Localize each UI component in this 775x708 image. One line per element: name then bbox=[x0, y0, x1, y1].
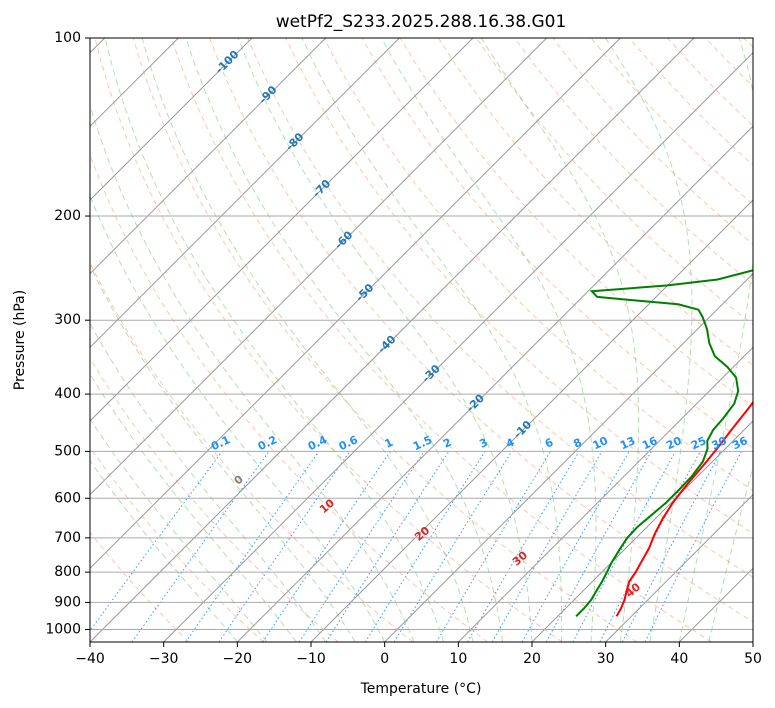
dry-adiabat-line bbox=[399, 38, 753, 408]
isotherm-line bbox=[90, 38, 327, 275]
moist-adiabat-line bbox=[90, 459, 238, 642]
sounding-series bbox=[575, 269, 753, 618]
moist-adiabat-line bbox=[141, 38, 474, 642]
mixing-ratio-line bbox=[325, 451, 450, 642]
mixing-ratio-line bbox=[262, 451, 391, 642]
moist-adiabat-line bbox=[380, 38, 597, 642]
dry-adiabat-line bbox=[247, 38, 753, 578]
moist-adiabat-line bbox=[90, 322, 327, 642]
dry-adiabat-line bbox=[132, 38, 638, 642]
isotherm-line bbox=[605, 493, 753, 642]
mixing-ratio-line bbox=[621, 451, 722, 642]
gridlines bbox=[90, 38, 753, 642]
isotherm-line bbox=[90, 38, 474, 422]
axis-ticks: −40 −30 −20 −10 0 10 20 30 40 50 100 200 300 400 500 60… bbox=[45, 30, 762, 667]
mixing-ratio-line bbox=[218, 451, 351, 642]
moist-adiabat-line bbox=[678, 38, 753, 642]
mixing-ratio-line bbox=[572, 451, 676, 642]
y-tick-label: 100 bbox=[54, 30, 81, 46]
y-tick-label: 600 bbox=[54, 490, 81, 506]
isotherm-line bbox=[90, 38, 400, 349]
mixing-ratio-label: 13 bbox=[618, 434, 637, 452]
mixing-ratio-label: 20 bbox=[664, 434, 684, 452]
moist-adiabat-line bbox=[90, 194, 386, 642]
moist-adiabat-line bbox=[90, 264, 356, 642]
moist-adiabat-line bbox=[104, 38, 445, 642]
isotherm-line bbox=[310, 199, 753, 642]
x-tick-label: 10 bbox=[449, 651, 467, 667]
mixing-ratio-line bbox=[545, 451, 652, 642]
dry-adiabat-line bbox=[90, 153, 488, 642]
x-tick-label: −10 bbox=[296, 651, 326, 667]
mixing-ratio-line bbox=[90, 451, 223, 632]
moist-adiabat-line bbox=[237, 38, 533, 642]
isotherm-line bbox=[457, 346, 753, 642]
moist-adiabat-line bbox=[301, 38, 563, 642]
x-tick-label: 40 bbox=[670, 651, 688, 667]
x-tick-label: 30 bbox=[597, 651, 615, 667]
mixing-ratio-label: 16 bbox=[640, 434, 660, 452]
plot-frame bbox=[89, 37, 754, 643]
mixing-ratio-label: 36 bbox=[730, 434, 750, 452]
isotherm-line bbox=[384, 272, 753, 642]
mixing-ratio-line bbox=[393, 451, 513, 642]
dry-adiabat-line bbox=[209, 38, 753, 623]
y-tick-label: 300 bbox=[54, 312, 81, 328]
y-tick-label: 700 bbox=[54, 530, 81, 546]
moist-adiabat-line bbox=[480, 38, 640, 642]
isotherm-line bbox=[531, 420, 753, 642]
moist-adiabat-line bbox=[90, 418, 268, 642]
y-tick-label: 200 bbox=[54, 208, 81, 224]
y-axis-label: Pressure (hPa) bbox=[12, 290, 28, 390]
dry-adiabat-line bbox=[90, 446, 264, 642]
x-axis-label: Temperature (°C) bbox=[360, 681, 482, 697]
moist-adiabat-line bbox=[708, 464, 753, 642]
x-tick-label: −20 bbox=[223, 651, 253, 667]
dewpoint-line bbox=[575, 269, 753, 618]
y-tick-label: 500 bbox=[54, 443, 81, 459]
isotherm-line bbox=[163, 51, 753, 642]
x-tick-label: 20 bbox=[523, 651, 541, 667]
mixing-ratio-label: 10 bbox=[591, 434, 611, 452]
isotherm-line bbox=[90, 38, 695, 642]
mixing-ratio-line bbox=[185, 451, 320, 642]
dry-adiabat-line bbox=[94, 38, 563, 642]
y-tick-label: 900 bbox=[54, 594, 81, 610]
isotherm-line bbox=[236, 125, 753, 642]
plot-background bbox=[90, 38, 753, 642]
x-tick-label: −40 bbox=[75, 651, 105, 667]
mixing-ratio-label: 30 bbox=[710, 434, 730, 452]
chart-title: wetPf2_S233.2025.288.16.38.G01 bbox=[276, 12, 567, 32]
mixing-ratio-line bbox=[644, 451, 742, 642]
dry-adiabat-line bbox=[514, 38, 753, 285]
isotherm-line bbox=[90, 38, 621, 570]
dry-adiabat-line bbox=[90, 531, 190, 642]
moist-adiabat-line bbox=[185, 38, 503, 642]
dry-adiabat-line bbox=[90, 357, 339, 642]
isotherm-line bbox=[90, 38, 548, 496]
moist-adiabat-line bbox=[90, 103, 415, 642]
isotherm-line bbox=[752, 641, 753, 642]
temperature-line bbox=[615, 400, 753, 617]
y-tick-label: 800 bbox=[54, 564, 81, 580]
x-tick-label: 0 bbox=[380, 651, 389, 667]
x-tick-label: −30 bbox=[149, 651, 179, 667]
isotherm-line bbox=[90, 38, 253, 201]
mixing-ratio-line bbox=[298, 451, 425, 642]
mixing-ratio-line bbox=[521, 451, 630, 642]
y-tick-label: 1000 bbox=[45, 621, 81, 637]
mixing-ratio-label: 25 bbox=[689, 434, 708, 452]
moist-adiabat-line bbox=[90, 372, 297, 642]
dry-adiabat-line bbox=[170, 38, 712, 642]
y-tick-label: 400 bbox=[54, 386, 81, 402]
x-tick-label: 50 bbox=[744, 651, 762, 667]
